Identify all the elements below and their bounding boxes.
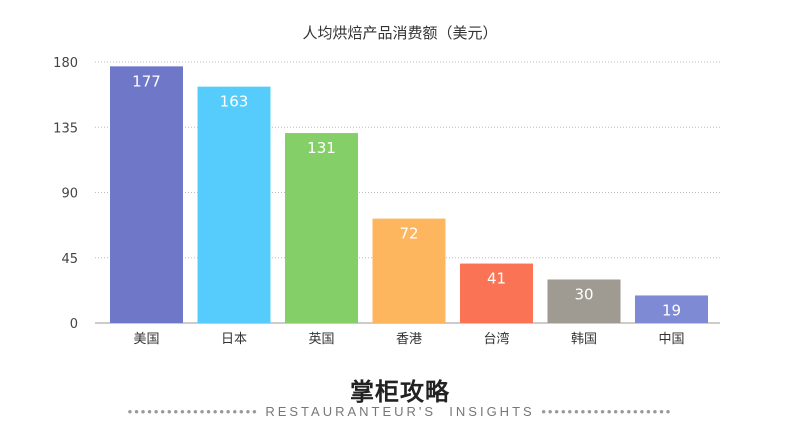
bar <box>285 133 358 323</box>
y-tick-label: 0 <box>70 317 78 332</box>
bar <box>110 66 183 323</box>
bar <box>372 218 446 323</box>
data-label: 177 <box>132 72 161 90</box>
bar <box>197 86 271 324</box>
data-label: 72 <box>399 225 418 243</box>
bar-chart: 人均烘焙产品消费额（美元） 0 45 90 135 180 177 美国 163 日本 131 英国… <box>53 24 720 347</box>
dots-left: •••••••••••••••••••• <box>127 404 259 419</box>
y-tick-label: 90 <box>61 187 78 202</box>
bar <box>547 279 621 323</box>
y-tick-label: 180 <box>53 56 78 71</box>
data-label: 41 <box>487 270 506 288</box>
x-tick-label: 香港 <box>396 332 422 347</box>
dots-right: •••••••••••••••••••• <box>541 404 673 419</box>
brand-logo: 掌柜攻略 <box>350 378 450 406</box>
x-tick-label: 美国 <box>133 332 159 347</box>
x-tick-label: 台湾 <box>483 331 509 347</box>
y-tick-label: 135 <box>53 121 78 136</box>
data-label: 131 <box>307 139 336 157</box>
tagline: •••••••••••••••••••• RESTAURANTEUR'S INS… <box>0 404 800 419</box>
y-tick-label: 45 <box>61 252 78 267</box>
bar <box>460 263 533 323</box>
bar <box>635 295 708 323</box>
x-tick-label: 英国 <box>308 332 334 347</box>
x-tick-label: 日本 <box>221 332 247 347</box>
data-label: 19 <box>662 301 681 319</box>
data-label: 30 <box>574 286 593 304</box>
chart-title: 人均烘焙产品消费额（美元） <box>302 24 497 42</box>
tagline-text: RESTAURANTEUR'S INSIGHTS <box>265 404 535 419</box>
x-tick-label: 韩国 <box>571 332 597 347</box>
x-tick-label: 中国 <box>658 332 684 347</box>
data-label: 163 <box>220 93 249 111</box>
